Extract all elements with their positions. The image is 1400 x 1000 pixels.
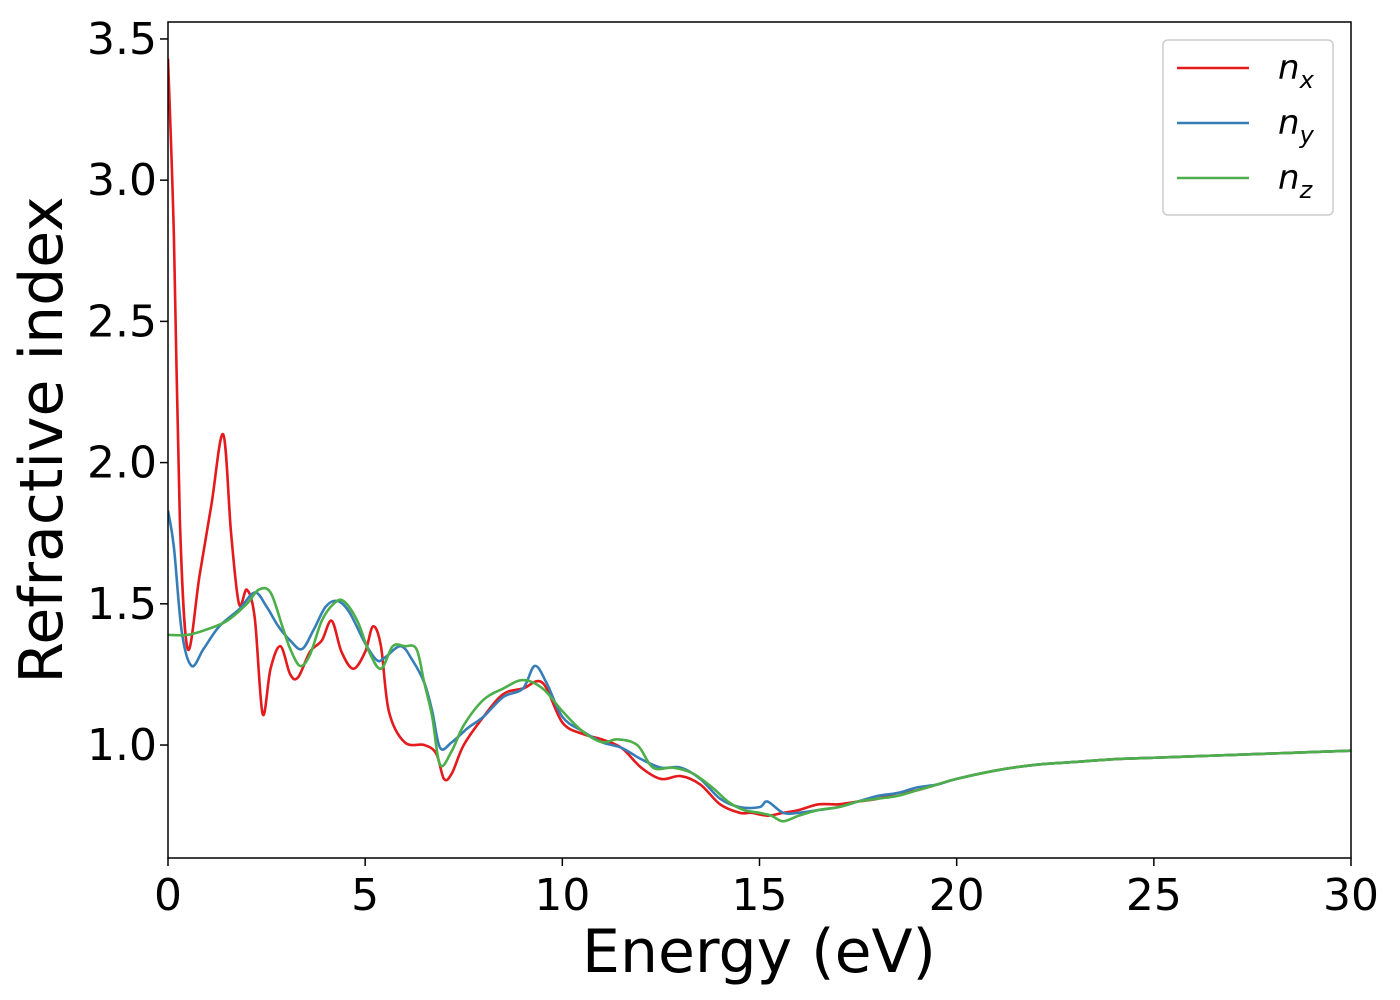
legend-label-subscript: z — [1299, 176, 1314, 204]
y-tick-label: 2.5 — [87, 296, 157, 347]
y-axis-ticks: 1.0 1.5 2.0 2.5 3.0 3.5 — [87, 14, 168, 771]
legend-label-x: nx — [1278, 48, 1315, 94]
x-tick-label: 25 — [1126, 870, 1182, 921]
x-tick-label: 15 — [732, 870, 788, 921]
legend-label-base: n — [1278, 158, 1300, 198]
y-tick-label: 1.0 — [87, 720, 157, 771]
series-layer — [168, 58, 1351, 823]
y-tick-label: 1.5 — [87, 579, 157, 630]
x-tick-label: 0 — [154, 870, 182, 921]
y-axis-label: Refractive index — [7, 196, 77, 683]
legend-label-z: nz — [1278, 158, 1314, 204]
x-axis-label: Energy (eV) — [582, 917, 936, 987]
legend-label-y: ny — [1278, 103, 1315, 149]
legend-frame — [1162, 39, 1334, 216]
y-tick-label: 2.0 — [87, 438, 157, 489]
legend-label-base: n — [1278, 48, 1300, 88]
y-tick-label: 3.5 — [87, 14, 157, 65]
x-tick-label: 30 — [1323, 870, 1379, 921]
x-axis-ticks: 0 5 10 15 20 25 30 — [154, 858, 1379, 921]
series-line-z — [168, 586, 1351, 823]
legend-label-subscript: y — [1299, 121, 1315, 149]
legend-label-base: n — [1278, 103, 1300, 143]
legend-label-subscript: x — [1299, 66, 1315, 94]
x-tick-label: 5 — [351, 870, 379, 921]
x-tick-label: 10 — [534, 870, 590, 921]
x-tick-label: 20 — [929, 870, 985, 921]
y-tick-label: 3.0 — [87, 155, 157, 206]
